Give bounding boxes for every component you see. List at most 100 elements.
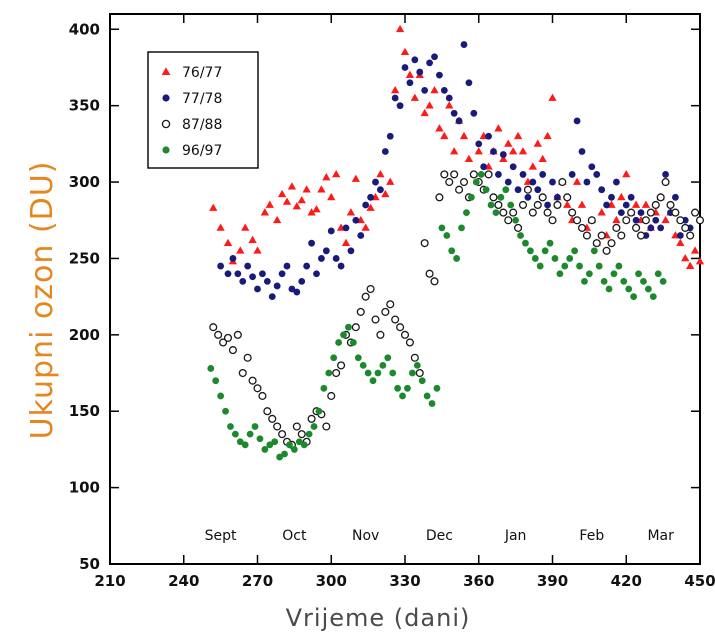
data-point [576,262,583,270]
data-point [509,208,518,217]
data-point [504,178,512,186]
data-point [290,446,298,453]
data-point [308,239,315,247]
data-point [305,430,313,438]
data-point [543,131,552,140]
data-point [295,438,303,446]
data-point [241,223,250,231]
data-point [425,101,434,109]
data-point [514,223,523,232]
data-point [246,430,254,438]
data-point [608,193,615,201]
data-point [577,200,587,208]
data-point [617,231,626,240]
x-tick-label: 360 [463,572,494,590]
data-point [234,270,242,278]
data-point [659,277,667,285]
data-point [482,186,490,194]
data-point [561,262,569,270]
data-point [544,201,551,209]
data-point [381,307,390,316]
data-point [647,224,655,232]
data-point [587,216,596,225]
x-tick-label: 300 [316,572,347,590]
data-point [507,201,515,209]
data-point [627,208,636,217]
data-point [223,238,233,247]
data-point [224,270,232,278]
data-point [408,369,416,377]
data-point [325,369,333,377]
data-point [597,208,606,216]
data-point [602,246,611,255]
data-point [349,339,357,346]
data-point [450,109,458,117]
data-point [286,441,293,449]
data-point [233,330,242,339]
data-point [278,270,286,278]
data-point [646,208,655,217]
legend-marker [161,67,171,76]
x-tick-label: 210 [94,572,125,590]
data-point [327,227,335,235]
data-point [622,216,631,225]
data-point [212,377,220,385]
data-point [277,189,287,198]
data-point [612,223,621,232]
data-point [593,171,601,178]
data-point [445,178,454,187]
data-point [415,368,424,378]
data-point [303,262,311,270]
data-point [431,53,438,61]
data-point [536,262,544,270]
data-point [641,216,650,225]
data-point [641,200,651,208]
data-point [522,239,529,247]
data-point [612,215,621,224]
data-point [577,223,587,232]
data-point [362,201,370,209]
data-point [480,163,488,171]
data-point [278,430,287,439]
data-point [386,132,394,140]
data-point [563,193,572,202]
data-point [523,185,532,194]
data-point [241,441,249,449]
data-point [695,216,705,225]
data-point [440,170,449,179]
month-label: Oct [282,528,307,544]
x-axis-ticks: 210 240 270 300 330 360 390 420 450 [94,14,715,590]
data-point [307,414,316,423]
data-point [320,384,328,392]
data-point [238,368,247,378]
data-point [322,422,331,431]
data-point [300,441,308,449]
data-point [528,208,537,217]
month-label: Feb [579,528,604,544]
data-point [662,171,669,178]
data-point [605,285,613,293]
month-label: Dec [426,528,453,544]
data-point [227,423,234,430]
data-point [572,177,582,185]
y-tick-label: 150 [69,402,100,420]
data-point [463,209,470,217]
data-point [690,246,700,254]
data-point [243,353,252,362]
month-label: Sept [205,528,237,544]
data-point [396,102,404,110]
data-point [467,193,475,201]
data-point [484,170,493,179]
data-point [585,270,593,278]
data-point [676,238,685,247]
data-point [260,208,270,216]
data-point [276,453,284,461]
data-point [430,85,439,94]
data-point [395,24,405,33]
data-point [625,285,633,293]
data-point [318,255,325,262]
data-point [416,68,424,76]
data-point [644,285,652,293]
data-point [367,193,374,201]
data-point [386,177,395,185]
